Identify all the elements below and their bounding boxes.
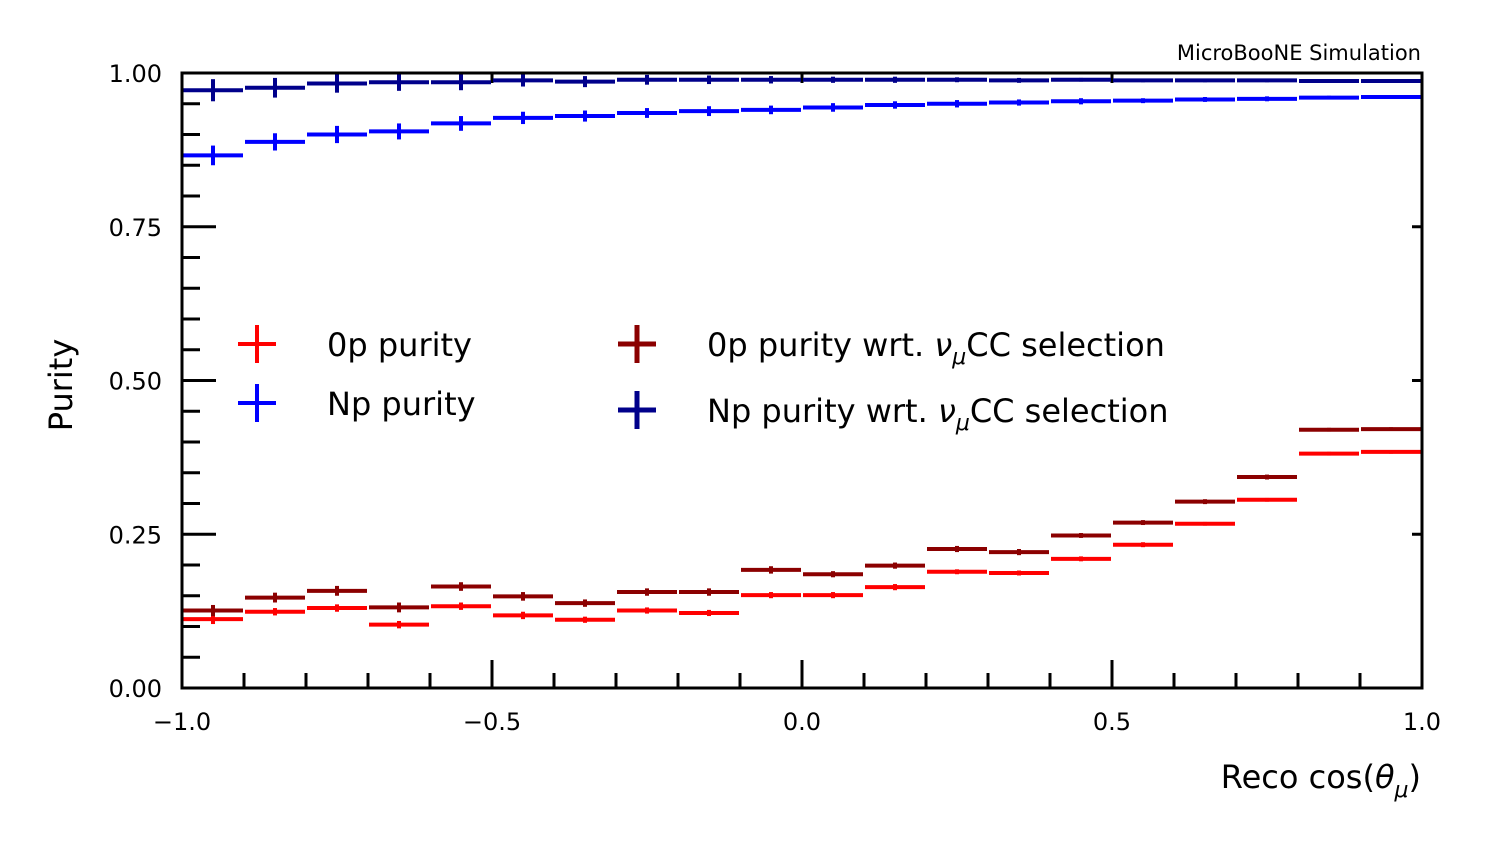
x-tick-label: 0.0 <box>783 708 821 736</box>
simulation-annotation: MicroBooNE Simulation <box>1177 41 1421 65</box>
legend-entry-0p-purity: 0p purity <box>238 325 472 364</box>
series-2 <box>183 427 1421 617</box>
legend-entry-np-purity-wrt-cc: Np purity wrt. νμCC selection <box>618 391 1169 436</box>
legend-entry-0p-purity-wrt-cc: 0p purity wrt. νμCC selection <box>618 325 1165 370</box>
plot-frame <box>180 71 1424 690</box>
y-axis-label: Purity <box>42 339 80 432</box>
y-tick-label: 0.75 <box>109 214 162 242</box>
x-tick-label: 0.5 <box>1093 708 1131 736</box>
legend-entry-np-purity: Np purity <box>238 384 476 423</box>
legend-label-np-purity: Np purity <box>327 385 476 423</box>
y-tick-label: 0.50 <box>109 368 162 396</box>
tick-labels: −1.0 −0.5 0.0 0.5 1.0 0.00 0.25 0.50 0.75 1.00 <box>109 60 1442 736</box>
x-tick-label: 1.0 <box>1403 708 1441 736</box>
x-axis-label: Reco cos(θμ) <box>1221 758 1421 803</box>
series-0 <box>183 449 1421 629</box>
legend-label-np-purity-wrt-cc: Np purity wrt. νμCC selection <box>707 392 1169 436</box>
y-tick-label: 0.25 <box>109 521 162 549</box>
series-3 <box>183 73 1421 102</box>
data-series <box>183 73 1421 629</box>
x-tick-label: −0.5 <box>463 708 521 736</box>
legend-label-0p-purity: 0p purity <box>327 326 472 364</box>
y-tick-label: 1.00 <box>109 60 162 88</box>
x-tick-label: −1.0 <box>153 708 211 736</box>
series-1 <box>183 94 1421 166</box>
y-tick-label: 0.00 <box>109 675 162 703</box>
legend: 0p purity Np purity 0p purity wrt. νμCC … <box>238 325 1169 436</box>
legend-label-0p-purity-wrt-cc: 0p purity wrt. νμCC selection <box>707 326 1165 370</box>
